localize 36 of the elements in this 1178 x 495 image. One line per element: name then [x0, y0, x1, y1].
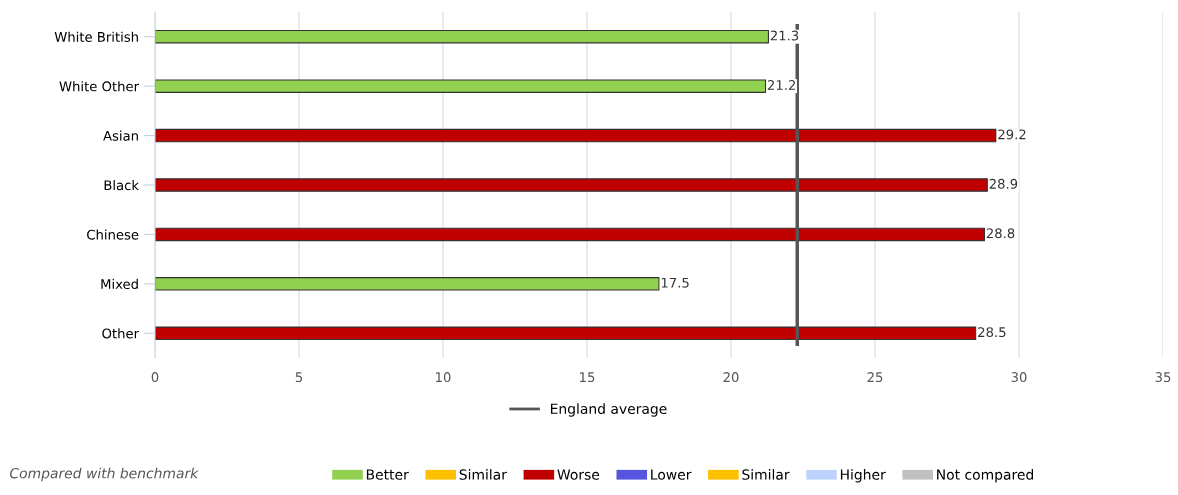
y-tick-label: Chinese — [87, 229, 139, 240]
data-label: 28.5 — [978, 327, 1006, 338]
data-label: 28.9 — [989, 178, 1018, 189]
legend-label: Not compared — [937, 469, 1033, 483]
legend-label: Lower — [651, 469, 692, 480]
y-tick-label: Black — [104, 179, 139, 191]
legend-label: Better — [366, 469, 409, 480]
x-tick-label: 25 — [867, 372, 883, 383]
bar — [155, 178, 988, 192]
data-label: 29.2 — [998, 129, 1026, 140]
legend-label: Higher — [840, 469, 886, 483]
x-tick-label: 0 — [151, 372, 159, 383]
legend-label: England average — [550, 403, 667, 417]
x-tick-label: 15 — [580, 372, 595, 383]
legend-title: Compared with benchmark — [10, 467, 199, 482]
y-tick-label: Asian — [103, 130, 138, 141]
x-tick-label: 10 — [436, 372, 451, 383]
y-tick-label: Mixed — [101, 278, 138, 290]
legend-label: Similar — [459, 469, 507, 480]
bar — [155, 227, 985, 242]
data-label: 21.2 — [767, 79, 796, 90]
data-label: 28.8 — [986, 228, 1015, 239]
y-tick-label: White British — [54, 31, 138, 42]
x-tick-label: 20 — [723, 372, 739, 383]
y-tick-label: White Other — [59, 81, 140, 92]
legend-label: Similar — [742, 469, 790, 480]
bar — [155, 277, 660, 291]
x-tick-label: 5 — [295, 372, 303, 383]
bar — [155, 29, 769, 44]
data-label: 17.5 — [661, 277, 689, 288]
legend-label: Worse — [557, 469, 600, 480]
data-label: 21.3 — [770, 30, 799, 41]
x-tick-label: 30 — [1011, 372, 1027, 383]
bar — [155, 326, 977, 341]
x-tick-label: 35 — [1155, 372, 1171, 383]
y-tick-label: Other — [102, 328, 140, 339]
